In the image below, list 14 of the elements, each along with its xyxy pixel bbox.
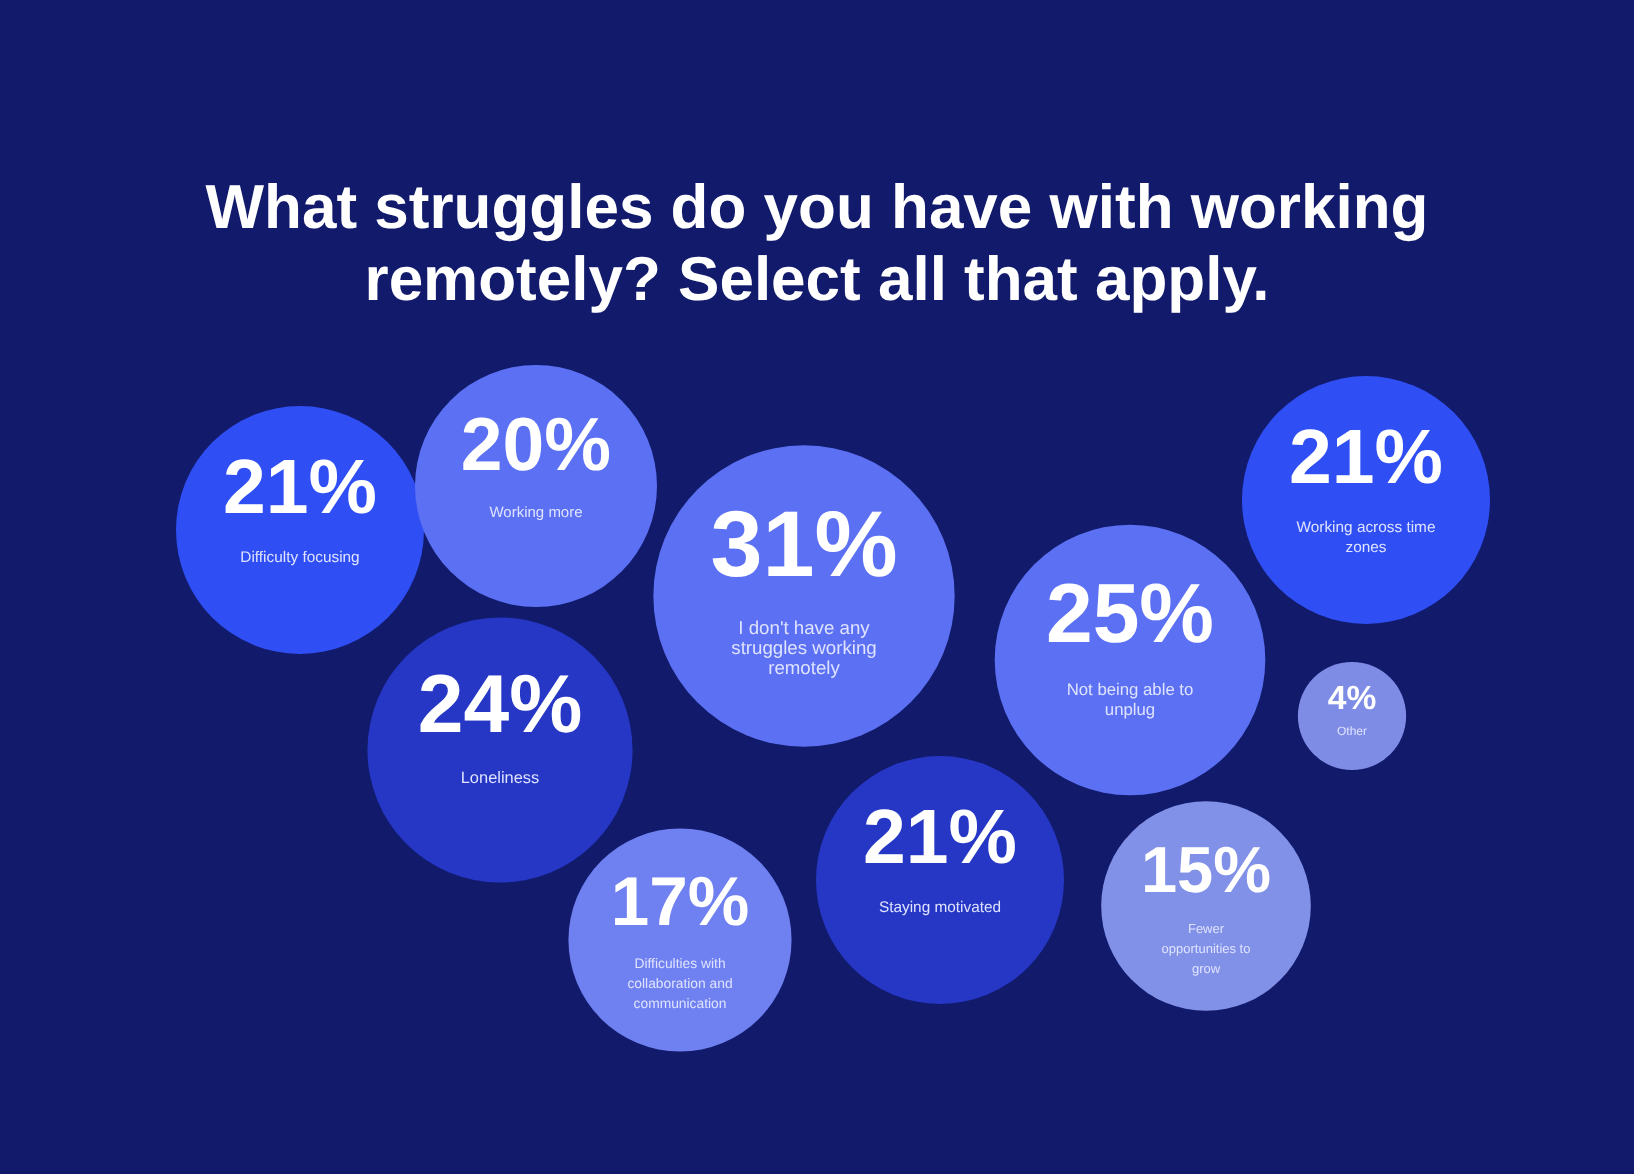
category-label: Loneliness [460,768,540,787]
data-label: 20% [460,401,612,486]
data-label: 31% [710,491,898,596]
text: What struggles do you have with working remotely? Select all that apply. [205,172,1429,314]
data-label: 24% [417,658,583,751]
data-label: 21% [223,445,377,532]
category-label: I don't have any struggles working remotely [731,617,877,678]
data-label: 4% [1327,678,1377,717]
data-label: 17% [610,864,750,941]
category-label: Not being able to unplug [1066,679,1194,720]
data-label: 21% [1289,415,1443,502]
data-label: 21% [863,795,1017,882]
data-label: 15% [1140,833,1272,906]
data-label: 25% [1046,565,1214,660]
